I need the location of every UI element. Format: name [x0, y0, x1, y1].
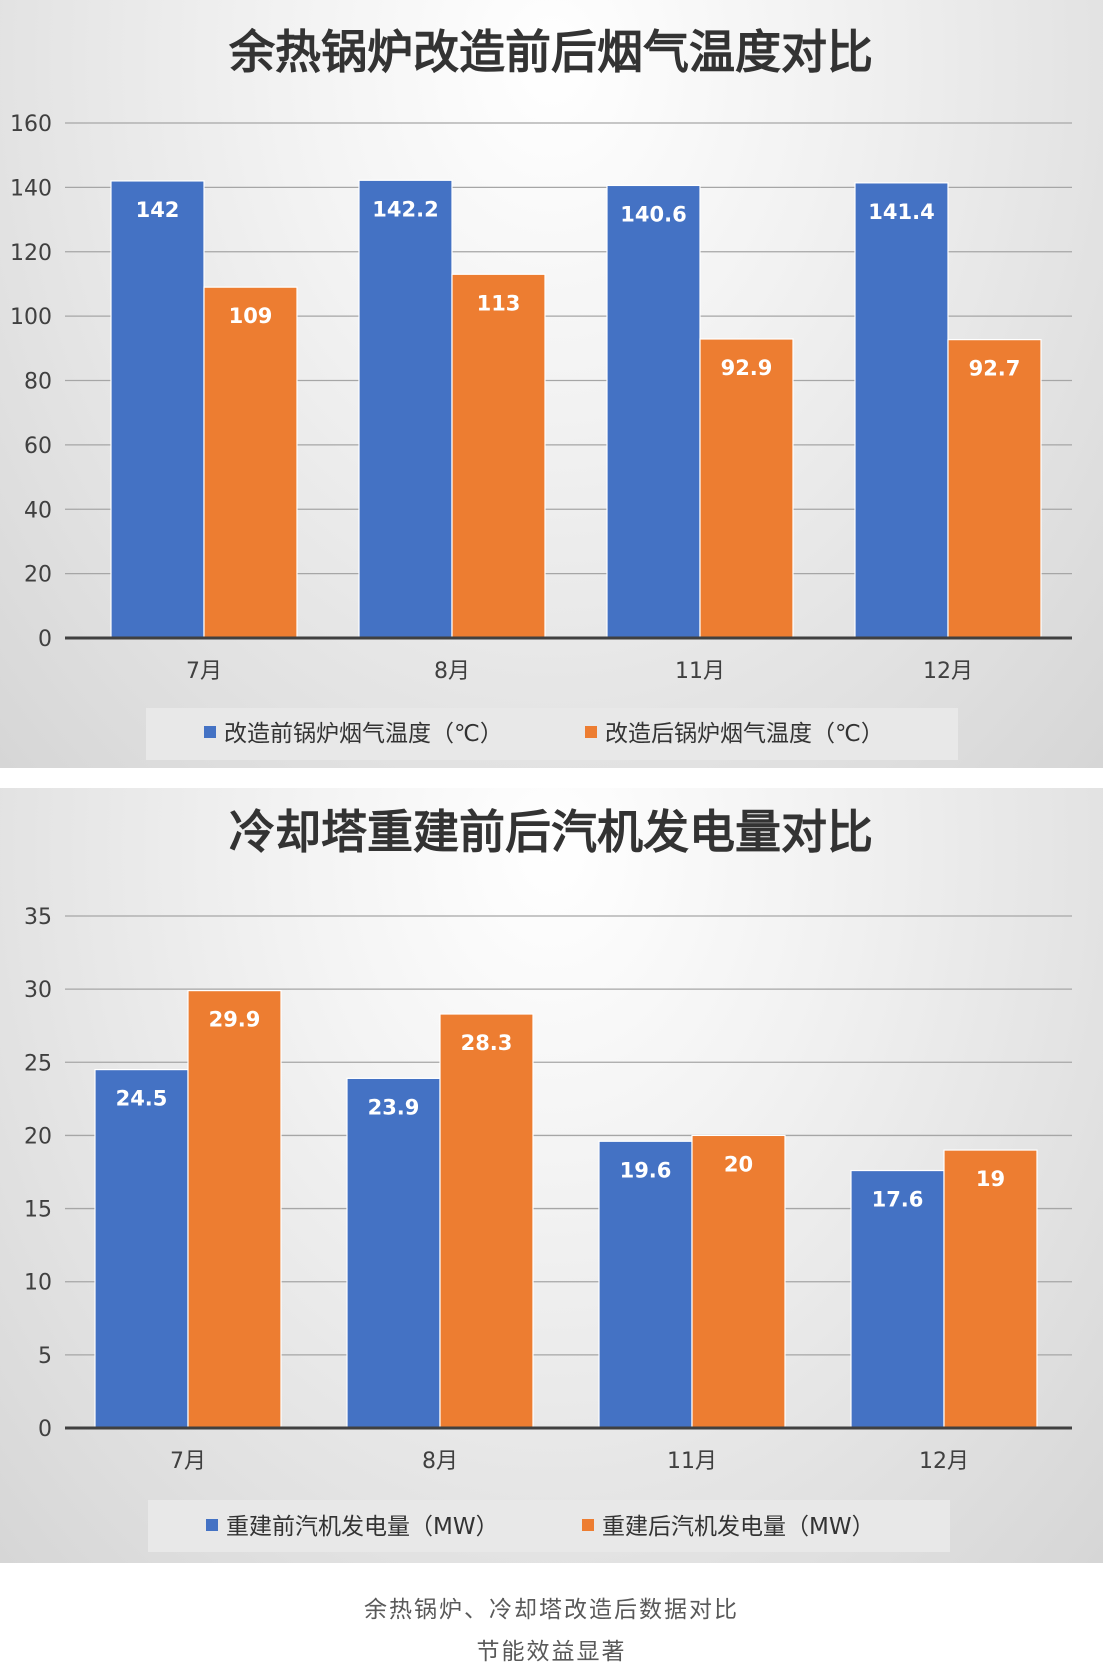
caption-line-1: 余热锅炉、冷却塔改造后数据对比: [364, 1597, 739, 1623]
data-label: 92.9: [721, 356, 773, 380]
bar-before: [850, 1169, 945, 1429]
x-tick-label: 11月: [667, 1449, 717, 1474]
bar-after: [439, 1013, 534, 1429]
y-tick-label: 0: [38, 1417, 52, 1442]
data-label: 141.4: [868, 200, 934, 224]
legend-swatch: [582, 1519, 594, 1531]
bar-before: [358, 179, 453, 639]
caption-line-2: 节能效益显著: [476, 1639, 627, 1665]
y-tick-label: 100: [10, 305, 52, 330]
data-label: 109: [229, 304, 273, 328]
chart-panel-boiler: 余热锅炉改造前后烟气温度对比 0 20 40 60 80 100 120 140 160 142 10…: [0, 0, 1103, 768]
chart-panel-cooling-tower: 冷却塔重建前后汽机发电量对比 0 5 10 15 20 25 30 35 24.5 29.9 7月 23…: [0, 788, 1103, 1563]
y-tick-label: 10: [24, 1271, 52, 1296]
x-tick-label: 12月: [923, 659, 973, 684]
data-label: 113: [477, 291, 521, 315]
bar-before: [94, 1069, 189, 1429]
legend-box: [146, 708, 958, 760]
y-tick-label: 120: [10, 241, 52, 266]
bar-before: [110, 180, 205, 639]
data-label: 19: [976, 1167, 1005, 1191]
y-tick-label: 160: [10, 112, 52, 137]
data-label: 20: [724, 1152, 753, 1176]
bar-before: [346, 1077, 441, 1429]
chart-cooling-tower-power: 冷却塔重建前后汽机发电量对比 0 5 10 15 20 25 30 35 24.5 29.9 7月 23…: [24, 805, 1072, 1552]
bar-after: [943, 1149, 1038, 1429]
bar-before: [598, 1140, 693, 1429]
x-tick-label: 12月: [919, 1449, 969, 1474]
legend-label: 重建前汽机发电量（MW）: [226, 1514, 499, 1540]
y-tick-label: 40: [24, 498, 52, 523]
bar-before: [854, 182, 949, 639]
bar-after: [187, 990, 282, 1429]
bar-after: [947, 339, 1042, 639]
y-tick-label: 15: [24, 1198, 52, 1223]
legend-swatch: [206, 1519, 218, 1531]
chart-title: 余热锅炉改造前后烟气温度对比: [228, 25, 873, 79]
bar-after: [699, 338, 794, 639]
bar-after: [691, 1134, 786, 1429]
chart-title: 冷却塔重建前后汽机发电量对比: [229, 805, 873, 859]
data-label: 19.6: [620, 1158, 672, 1182]
data-label: 142.2: [372, 197, 438, 221]
data-label: 17.6: [872, 1188, 924, 1212]
y-tick-label: 140: [10, 176, 52, 201]
y-tick-label: 5: [38, 1344, 52, 1369]
y-tick-label: 35: [24, 905, 52, 930]
x-tick-label: 11月: [675, 659, 725, 684]
data-label: 142: [136, 198, 180, 222]
legend-label: 改造后锅炉烟气温度（℃）: [605, 721, 884, 747]
legend-swatch: [585, 726, 597, 738]
data-label: 29.9: [209, 1008, 261, 1032]
bar-after: [203, 286, 298, 639]
bar-before: [606, 184, 701, 639]
x-tick-label: 7月: [186, 659, 222, 684]
bar-after: [451, 273, 546, 639]
data-label: 28.3: [461, 1031, 513, 1055]
y-tick-label: 25: [24, 1051, 52, 1076]
data-label: 24.5: [116, 1087, 168, 1111]
x-tick-label: 8月: [434, 659, 470, 684]
legend-label: 改造前锅炉烟气温度（℃）: [224, 721, 503, 747]
y-tick-label: 0: [38, 627, 52, 652]
chart-boiler-temperature: 余热锅炉改造前后烟气温度对比 0 20 40 60 80 100 120 140 160 142 10…: [10, 25, 1072, 760]
y-tick-label: 20: [24, 1124, 52, 1149]
y-tick-label: 80: [24, 370, 52, 395]
x-tick-label: 8月: [422, 1449, 458, 1474]
data-label: 23.9: [368, 1095, 420, 1119]
y-tick-label: 30: [24, 978, 52, 1003]
data-label: 92.7: [969, 357, 1021, 381]
legend-label: 重建后汽机发电量（MW）: [602, 1514, 875, 1540]
data-label: 140.6: [620, 202, 686, 226]
y-tick-label: 60: [24, 434, 52, 459]
y-tick-label: 20: [24, 563, 52, 588]
legend-box: [148, 1500, 950, 1552]
x-tick-label: 7月: [170, 1449, 206, 1474]
legend-swatch: [204, 726, 216, 738]
